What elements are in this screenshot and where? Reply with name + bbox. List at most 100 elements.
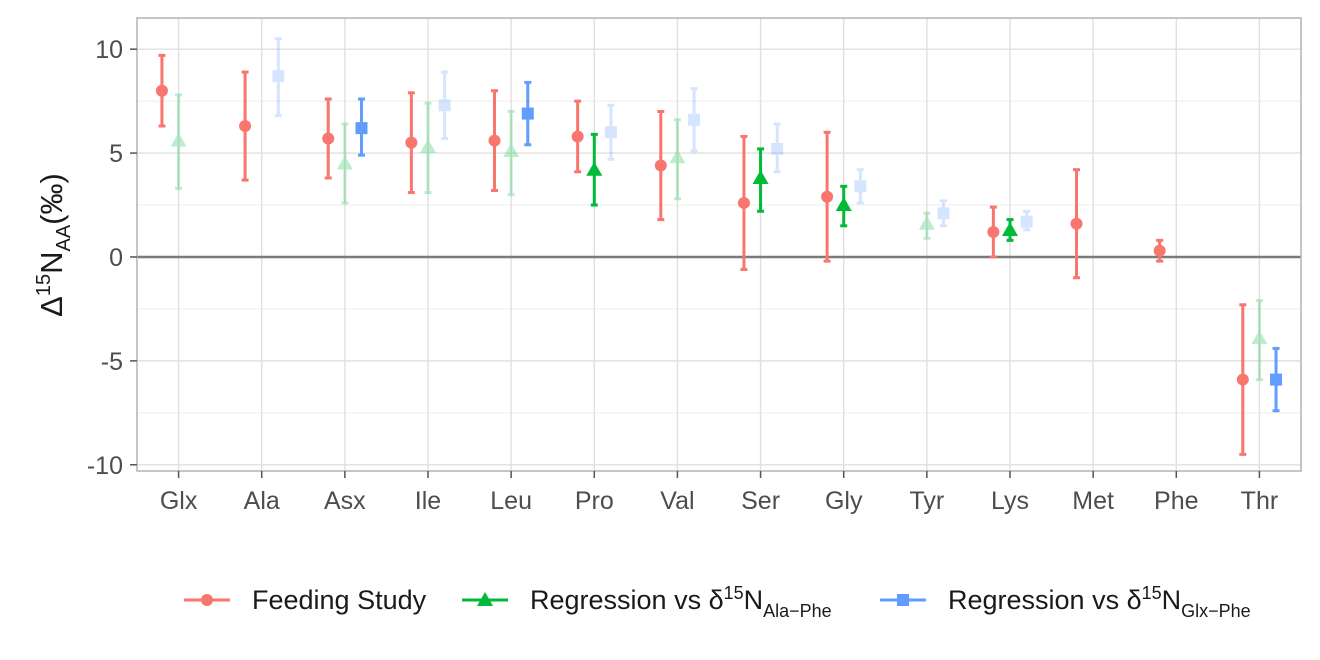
y-tick-label: -5 bbox=[101, 348, 123, 376]
y-axis-title-sub: AA bbox=[53, 224, 75, 251]
point-marker bbox=[688, 113, 701, 126]
data-point-glx bbox=[355, 97, 368, 157]
point-marker bbox=[336, 155, 353, 170]
x-tick-label: Tyr bbox=[909, 487, 944, 515]
x-tick-label: Val bbox=[660, 487, 694, 515]
marks-layer bbox=[155, 37, 1283, 456]
point-marker bbox=[1153, 244, 1166, 257]
data-point-feeding bbox=[571, 99, 584, 174]
legend-key-ala bbox=[462, 585, 508, 615]
svg-text:Δ15NAA(‰): Δ15NAA(‰) bbox=[33, 173, 75, 317]
x-tick-label: Thr bbox=[1241, 487, 1279, 515]
x-tick-label: Leu bbox=[490, 487, 532, 515]
data-point-feeding bbox=[987, 205, 1000, 259]
point-marker bbox=[521, 107, 534, 120]
x-tick-label: Ala bbox=[244, 487, 280, 515]
data-point-feeding bbox=[1070, 168, 1083, 280]
data-point-feeding bbox=[405, 91, 418, 195]
x-tick-label: Gly bbox=[825, 487, 863, 515]
data-point-glx bbox=[1270, 346, 1283, 413]
y-axis-title-delta: Δ bbox=[34, 296, 69, 317]
legend-label-feeding: Feeding Study bbox=[252, 584, 427, 615]
point-marker bbox=[1251, 330, 1268, 345]
y-tick-label: 5 bbox=[109, 140, 123, 168]
x-tick-label: Asx bbox=[324, 487, 366, 515]
chart: 10 5 0 -5 -10 Glx Ala Asx Ile Leu Pro Val Ser Gly Tyr L… bbox=[33, 17, 1302, 515]
point-marker bbox=[355, 122, 368, 135]
legend-item-regression-glx: Regression vs δ15NGlx−Phe bbox=[880, 578, 1251, 622]
data-point-glx bbox=[771, 122, 784, 174]
point-marker bbox=[854, 180, 867, 193]
data-point-glx bbox=[1020, 209, 1033, 232]
grid-layer bbox=[137, 18, 1301, 471]
point-marker bbox=[1236, 373, 1249, 386]
point-marker bbox=[918, 215, 935, 230]
data-point-ala bbox=[1002, 218, 1018, 242]
data-point-glx bbox=[521, 80, 534, 147]
y-tick-label: 0 bbox=[109, 244, 123, 272]
square-marker-icon bbox=[880, 594, 926, 606]
x-tick-label: Lys bbox=[991, 487, 1029, 515]
point-marker bbox=[1002, 221, 1018, 236]
point-marker bbox=[488, 134, 501, 147]
x-tick-label: Met bbox=[1072, 487, 1114, 515]
data-point-ala bbox=[835, 184, 852, 228]
legend-key-feeding bbox=[184, 585, 230, 615]
point-marker bbox=[937, 207, 950, 220]
legend-label-ala: Regression vs δ15NAla−Phe bbox=[530, 582, 832, 621]
point-marker bbox=[1270, 373, 1283, 386]
point-marker bbox=[1020, 215, 1033, 228]
point-marker bbox=[272, 70, 285, 83]
data-point-ala bbox=[586, 132, 603, 207]
point-marker bbox=[821, 190, 834, 203]
point-marker bbox=[420, 138, 436, 153]
point-marker bbox=[604, 126, 617, 139]
ticks-layer: 10 5 0 -5 -10 Glx Ala Asx Ile Leu Pro Val Ser Gly Tyr L… bbox=[87, 36, 1278, 515]
point-marker bbox=[771, 142, 784, 155]
data-point-ala bbox=[1251, 299, 1268, 382]
point-marker bbox=[438, 99, 451, 112]
point-marker bbox=[170, 132, 187, 147]
point-marker bbox=[1070, 217, 1083, 230]
data-point-glx bbox=[604, 103, 617, 161]
legend-item-regression-ala: Regression vs δ15NAla−Phe bbox=[462, 578, 832, 622]
point-marker bbox=[987, 226, 1000, 239]
plot-panel-border bbox=[136, 17, 1302, 472]
data-point-ala bbox=[420, 101, 436, 195]
y-axis-title-unit: (‰) bbox=[34, 173, 69, 225]
legend-item-feeding-study: Feeding Study bbox=[184, 578, 426, 622]
x-tick-label: Pro bbox=[575, 487, 614, 515]
point-marker bbox=[737, 196, 750, 209]
point-marker bbox=[654, 159, 667, 172]
data-point-ala bbox=[170, 93, 187, 190]
data-point-glx bbox=[438, 70, 451, 141]
legend-key-glx bbox=[880, 585, 926, 615]
point-marker bbox=[669, 149, 686, 164]
x-tick-label: Phe bbox=[1154, 487, 1198, 515]
x-tick-label: Glx bbox=[160, 487, 198, 515]
point-marker bbox=[752, 170, 769, 185]
legend: Feeding Study Regression vs δ15NAla−Phe … bbox=[0, 578, 1320, 628]
data-point-feeding bbox=[737, 134, 750, 271]
point-marker bbox=[239, 120, 252, 133]
data-point-feeding bbox=[488, 89, 501, 192]
point-marker bbox=[835, 197, 852, 212]
data-point-glx bbox=[688, 87, 701, 153]
data-point-ala bbox=[336, 122, 353, 205]
point-marker bbox=[405, 136, 418, 149]
point-marker bbox=[322, 132, 335, 145]
data-point-glx bbox=[937, 199, 950, 228]
data-point-glx bbox=[272, 37, 285, 118]
data-point-glx bbox=[854, 168, 867, 205]
x-tick-label: Ile bbox=[415, 487, 441, 515]
legend-label-glx: Regression vs δ15NGlx−Phe bbox=[948, 582, 1251, 621]
data-point-feeding bbox=[239, 70, 252, 182]
data-point-ala bbox=[752, 147, 769, 213]
point-marker bbox=[155, 84, 168, 97]
data-point-feeding bbox=[821, 130, 834, 263]
y-axis-title-main: N bbox=[34, 251, 69, 273]
y-axis-title-sup: 15 bbox=[33, 274, 55, 296]
data-point-ala bbox=[918, 211, 935, 240]
data-point-feeding bbox=[1153, 238, 1166, 263]
data-point-ala bbox=[503, 110, 520, 197]
